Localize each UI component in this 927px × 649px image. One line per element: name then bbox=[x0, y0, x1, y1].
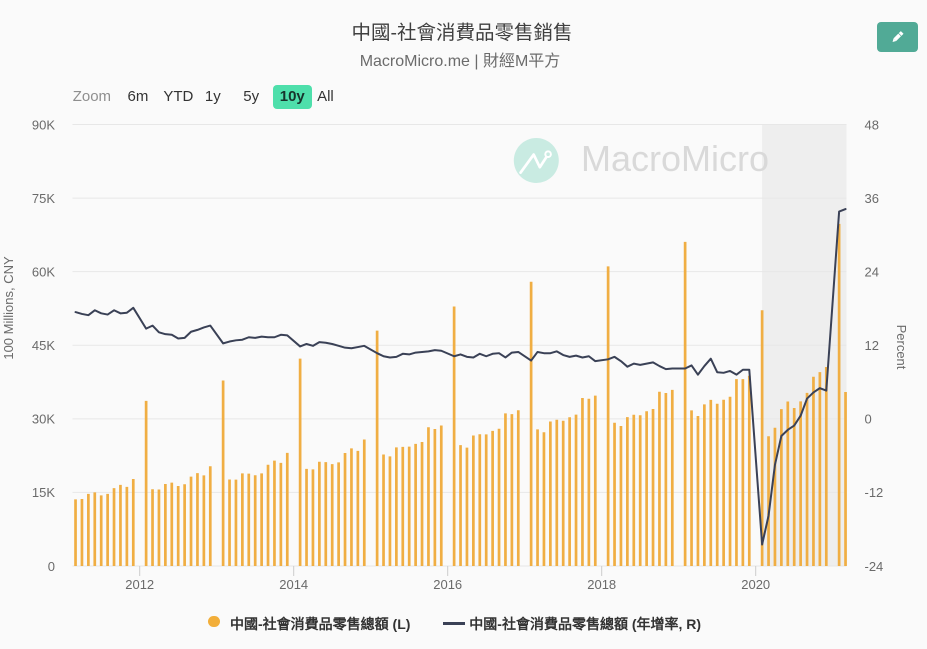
svg-text:48: 48 bbox=[865, 117, 879, 132]
svg-text:-12: -12 bbox=[865, 485, 884, 500]
svg-text:60K: 60K bbox=[32, 265, 55, 280]
svg-text:2014: 2014 bbox=[279, 577, 308, 592]
svg-text:MacroMicro: MacroMicro bbox=[581, 138, 769, 179]
svg-text:2018: 2018 bbox=[587, 577, 616, 592]
svg-text:36: 36 bbox=[865, 191, 879, 206]
svg-text:0: 0 bbox=[865, 412, 872, 427]
svg-text:100 Millions, CNY: 100 Millions, CNY bbox=[1, 256, 16, 360]
svg-text:2020: 2020 bbox=[741, 577, 770, 592]
svg-text:2012: 2012 bbox=[125, 577, 154, 592]
svg-text:2016: 2016 bbox=[433, 577, 462, 592]
svg-text:30K: 30K bbox=[32, 412, 55, 427]
svg-text:0: 0 bbox=[48, 559, 55, 574]
svg-text:-24: -24 bbox=[865, 559, 884, 574]
svg-text:45K: 45K bbox=[32, 338, 55, 353]
svg-text:12: 12 bbox=[865, 338, 879, 353]
svg-text:15K: 15K bbox=[32, 485, 55, 500]
svg-text:Percent: Percent bbox=[894, 325, 909, 370]
svg-text:90K: 90K bbox=[32, 117, 55, 132]
svg-text:24: 24 bbox=[865, 265, 879, 280]
svg-text:75K: 75K bbox=[32, 191, 55, 206]
